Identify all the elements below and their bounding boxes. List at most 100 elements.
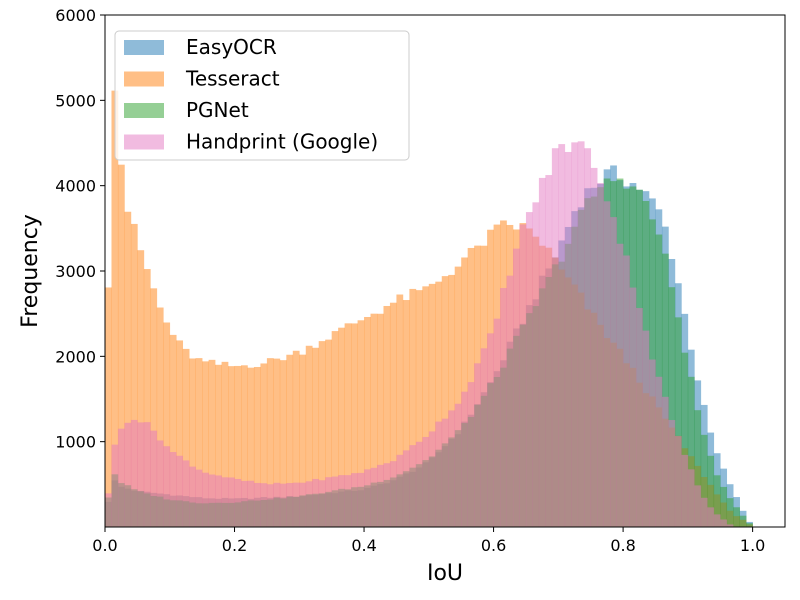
histogram-bar (143, 422, 151, 527)
histogram-bar (551, 148, 559, 527)
histogram-bar (163, 322, 171, 527)
histogram-bar (661, 396, 669, 527)
histogram-bar (105, 493, 112, 527)
x-tick-label: 0.4 (351, 536, 376, 555)
histogram-bar (260, 363, 268, 527)
histogram-bar (357, 472, 365, 527)
histogram-bar (156, 440, 164, 527)
histogram-bar (318, 341, 326, 527)
histogram-bar (383, 305, 391, 527)
histogram-bar (331, 476, 339, 527)
histogram-bar (584, 148, 592, 528)
histogram-bar (525, 212, 533, 527)
legend-label: EasyOCR (186, 35, 277, 59)
y-tick-label: 2000 (55, 347, 96, 366)
series-3 (105, 141, 734, 528)
histogram-bar (169, 334, 177, 527)
histogram-bar (279, 483, 287, 527)
histogram-bar (623, 255, 630, 527)
histogram-bar (111, 444, 119, 527)
histogram-bar (415, 290, 423, 527)
histogram-bar (687, 376, 695, 527)
histogram-bar (247, 480, 255, 527)
histogram-bar (130, 223, 138, 527)
histogram-bar (117, 428, 125, 527)
histogram-bar (351, 473, 358, 527)
histogram-bar (357, 320, 365, 527)
histogram-bar (351, 323, 358, 527)
histogram-bar (169, 452, 177, 527)
histogram-bar (215, 364, 222, 527)
histogram-bar (435, 421, 443, 527)
histogram-bar (364, 469, 371, 527)
histogram-bar (370, 313, 378, 527)
histogram-bar (687, 469, 695, 527)
histogram-bar (629, 287, 637, 527)
histogram-bar (364, 316, 371, 527)
histogram-bar (649, 359, 656, 527)
histogram-bar (286, 483, 294, 527)
histogram-bar (253, 482, 261, 527)
histogram-bar (674, 317, 682, 527)
histogram-bar (273, 358, 281, 527)
histogram-bar (441, 418, 449, 527)
histogram-bar (202, 472, 209, 527)
x-tick-label: 1.0 (740, 536, 765, 555)
legend-label: PGNet (186, 98, 249, 122)
histogram-bar (402, 300, 410, 527)
histogram-bar (189, 358, 196, 527)
histogram-bar (143, 269, 151, 527)
histogram-bar (299, 354, 307, 527)
histogram-bar (137, 422, 145, 527)
histogram-bar (234, 365, 242, 527)
histogram-bar (318, 480, 326, 527)
histogram-bar (266, 358, 274, 527)
histogram-bar (266, 484, 274, 527)
histogram-bar (176, 455, 184, 527)
histogram-bar (597, 183, 604, 528)
histogram-bar (603, 201, 611, 528)
x-tick-label: 0.8 (610, 536, 635, 555)
histogram-bar (707, 507, 715, 527)
histogram-bar (720, 486, 728, 527)
histogram-bar (519, 224, 527, 527)
histogram-bar (636, 308, 643, 527)
histogram-bar (422, 286, 430, 527)
y-axis: 1000 2000 3000 4000 5000 6000 (55, 6, 105, 452)
histogram-bar (383, 463, 391, 527)
histogram-bar (668, 287, 676, 527)
y-axis-label: Frequency (18, 214, 43, 328)
histogram-bar (299, 482, 307, 527)
histogram-bar (344, 475, 352, 527)
histogram-bar (532, 202, 540, 527)
histogram-bar (577, 141, 585, 527)
histogram-bar (655, 376, 663, 527)
histogram-bar (215, 475, 222, 527)
histogram-bar (286, 354, 294, 527)
histogram-bar (590, 167, 598, 528)
x-axis: 0.0 0.2 0.4 0.6 0.8 1.0 (92, 527, 765, 555)
histogram-bar (130, 419, 138, 527)
legend-swatch (124, 103, 164, 118)
histogram-bar (422, 436, 430, 527)
histogram-bar (500, 288, 507, 527)
histogram-bar (694, 410, 702, 527)
histogram-bar (273, 482, 281, 527)
legend: EasyOCR Tesseract PGNet Handprint (Google) (114, 30, 410, 161)
y-tick-label: 1000 (55, 433, 96, 452)
histogram-bar (506, 275, 514, 527)
histogram-bar (176, 340, 184, 527)
histogram-bar (117, 164, 125, 527)
histogram-bar (616, 243, 624, 527)
histogram-bar (396, 294, 404, 527)
histogram-bar (105, 287, 112, 527)
y-tick-label: 5000 (55, 91, 96, 110)
legend-label: Handprint (Google) (186, 130, 378, 154)
histogram-bar (454, 266, 462, 527)
x-tick-label: 0.6 (481, 536, 506, 555)
histogram-bar (681, 454, 689, 527)
legend-box (114, 30, 410, 161)
histogram-bar (208, 474, 216, 527)
bars-layer (105, 90, 753, 528)
histogram-bar (370, 467, 378, 527)
